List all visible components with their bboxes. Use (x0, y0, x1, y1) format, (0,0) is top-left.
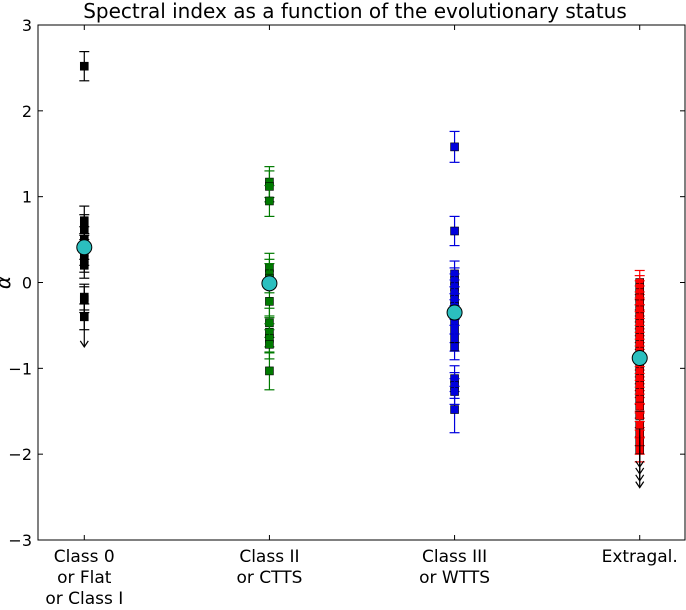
data-point (79, 295, 89, 304)
series-group (264, 166, 275, 391)
y-tick-label: −1 (8, 359, 32, 378)
y-axis-label: α (0, 276, 15, 289)
mean-marker (631, 350, 648, 367)
series-group (449, 130, 460, 434)
data-series (79, 51, 645, 489)
data-point (450, 342, 459, 352)
data-point (79, 261, 89, 270)
data-point (450, 405, 459, 414)
group-means (76, 239, 648, 367)
x-tick-label: or CTTS (236, 568, 302, 588)
upper-limit-arrow (635, 481, 645, 489)
series-group (634, 269, 645, 489)
y-tick-label: −2 (8, 445, 32, 464)
x-tick-label: Class 0 (54, 547, 115, 567)
data-point (265, 297, 274, 306)
data-point (79, 61, 89, 71)
y-tick-label: 0 (22, 274, 32, 293)
upper-limit-arrow (79, 340, 89, 348)
y-tick-label: 2 (22, 102, 32, 121)
data-point (450, 142, 459, 152)
x-tick-label: Extragal. (602, 547, 678, 567)
data-point (265, 366, 274, 376)
data-point (265, 339, 274, 349)
x-tick-label: Class II (239, 547, 299, 567)
mean-marker (446, 304, 463, 321)
x-tick-label: or Flat (57, 568, 112, 588)
x-tick-label: Class III (422, 547, 487, 567)
y-tick-label: −3 (8, 531, 32, 550)
plot-area-frame (37, 24, 686, 541)
chart-title: Spectral index as a function of the evol… (83, 0, 627, 23)
y-tick-label: 3 (22, 16, 32, 35)
mean-marker (76, 239, 93, 256)
y-tick-label: 1 (22, 188, 32, 207)
x-tick-label: or WTTS (419, 568, 490, 588)
data-point (265, 196, 274, 206)
y-ticks: −3 −2 −1 0 1 2 3 (8, 16, 685, 550)
x-tick-label: or Class I (45, 589, 123, 606)
series-group (79, 51, 90, 348)
data-point (450, 226, 459, 236)
mean-marker (261, 275, 278, 292)
